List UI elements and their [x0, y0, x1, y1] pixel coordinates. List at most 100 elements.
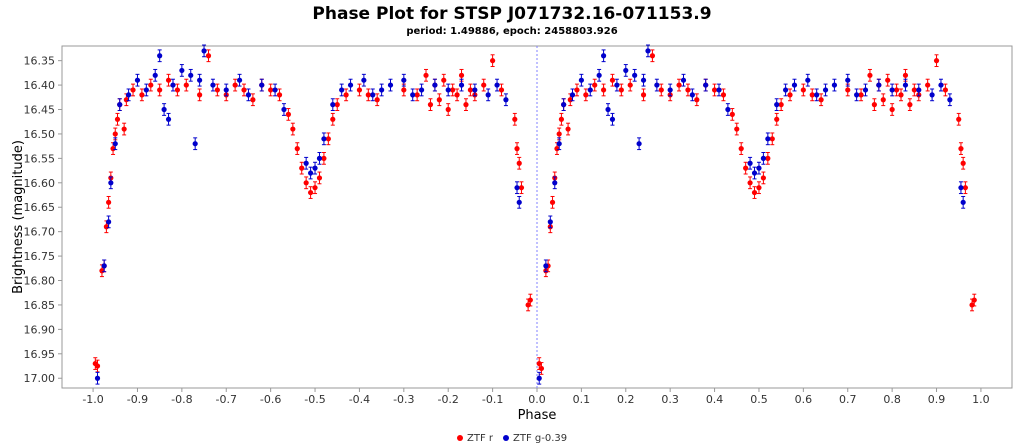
data-point — [236, 73, 243, 87]
data-point — [711, 83, 718, 97]
data-point — [365, 88, 371, 102]
data-point — [454, 88, 460, 102]
data-point — [179, 64, 185, 77]
y-tick-label: 16.75 — [24, 250, 56, 263]
data-point — [303, 156, 309, 170]
data-point — [962, 181, 968, 195]
data-point — [947, 93, 953, 107]
data-point — [658, 83, 664, 97]
data-point — [445, 103, 451, 116]
data-point — [423, 68, 429, 82]
data-point — [445, 83, 451, 97]
data-point — [889, 83, 895, 97]
data-point — [600, 49, 607, 63]
data-point — [106, 195, 112, 209]
legend-label-ztf-r: ZTF r — [467, 433, 494, 444]
data-point — [101, 259, 107, 273]
data-point — [458, 78, 465, 92]
x-tick-label: 0.4 — [706, 393, 724, 406]
data-point — [130, 83, 136, 97]
data-point — [441, 73, 447, 87]
data-point — [645, 44, 651, 58]
x-tick-label: 0.9 — [928, 393, 946, 406]
x-tick-label: -0.9 — [127, 393, 148, 406]
series-ztf-g — [94, 44, 966, 385]
data-point — [654, 78, 660, 92]
data-point — [232, 78, 238, 92]
x-tick-label: -0.8 — [171, 393, 192, 406]
data-point — [632, 68, 638, 82]
data-point — [450, 83, 456, 97]
data-point — [294, 142, 300, 155]
data-point — [889, 103, 895, 116]
x-axis: -1.0 -0.9 -0.8 -0.7 -0.6 -0.5 -0.4 -0.3 -0.2 -0.1… — [82, 388, 990, 406]
data-point — [809, 88, 815, 102]
data-point — [734, 122, 740, 136]
data-point — [494, 78, 500, 92]
data-point — [547, 215, 553, 229]
data-point — [685, 83, 691, 97]
data-point — [640, 73, 647, 87]
data-point — [536, 371, 542, 385]
x-tick-label: 0.1 — [573, 393, 591, 406]
data-point — [312, 161, 318, 175]
data-point — [556, 137, 562, 151]
data-point — [756, 161, 762, 175]
data-point — [463, 98, 469, 111]
data-point — [307, 166, 314, 180]
data-point — [259, 78, 265, 92]
data-point — [312, 181, 318, 195]
data-point — [250, 93, 256, 107]
data-point — [587, 83, 593, 97]
data-point — [756, 181, 762, 195]
data-point — [938, 78, 944, 92]
data-point — [197, 73, 203, 87]
data-point — [751, 166, 758, 180]
legend-marker-ztf-r — [457, 435, 463, 441]
data-point — [347, 78, 354, 92]
data-point — [907, 98, 913, 111]
y-tick-label: 16.35 — [24, 55, 56, 68]
x-tick-label: 0.3 — [661, 393, 679, 406]
data-point — [561, 98, 567, 111]
data-point — [387, 78, 394, 92]
x-axis-label: Phase — [518, 408, 557, 423]
data-point — [623, 64, 629, 77]
x-tick-label: -0.5 — [304, 393, 325, 406]
x-tick-label: 0.7 — [839, 393, 857, 406]
data-point — [343, 88, 349, 102]
data-point — [121, 122, 127, 136]
data-point — [432, 78, 438, 92]
data-point — [751, 186, 758, 199]
data-point — [782, 83, 789, 97]
data-point — [778, 98, 784, 111]
data-point — [676, 78, 682, 92]
data-point — [958, 181, 964, 195]
data-point — [925, 78, 931, 92]
data-point — [822, 83, 829, 97]
data-point — [667, 83, 673, 97]
data-point — [609, 73, 616, 87]
data-point — [374, 93, 380, 107]
data-point — [814, 88, 820, 102]
data-point — [774, 98, 780, 111]
y-axis: 16.35 16.40 16.45 16.50 16.55 16.60 16.65 16.70… — [24, 55, 62, 385]
data-point — [760, 152, 767, 165]
data-point — [330, 112, 336, 126]
x-tick-label: -0.7 — [216, 393, 237, 406]
data-point — [609, 112, 616, 126]
data-point — [552, 176, 558, 190]
y-tick-label: 16.50 — [24, 128, 56, 141]
data-point — [543, 259, 549, 273]
data-point — [514, 142, 520, 155]
data-point — [791, 78, 798, 92]
data-point — [485, 88, 491, 102]
y-axis-label: Brightness (magnitude) — [11, 140, 26, 294]
data-point — [600, 83, 607, 97]
y-tick-label: 16.90 — [24, 323, 56, 336]
data-point — [747, 156, 753, 170]
data-point — [503, 93, 509, 107]
data-point — [157, 49, 163, 63]
data-point — [569, 88, 576, 102]
data-point — [401, 73, 407, 87]
